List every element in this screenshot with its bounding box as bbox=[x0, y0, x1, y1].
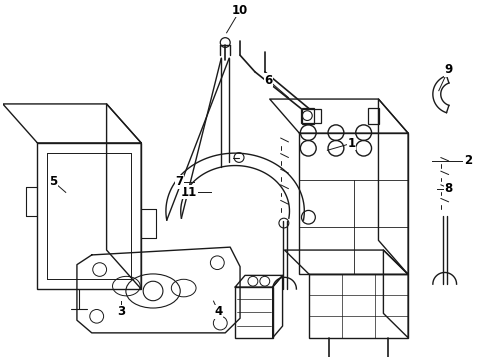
Bar bbox=[368, 108, 379, 124]
Bar bbox=[301, 109, 321, 123]
Text: 1: 1 bbox=[347, 137, 356, 150]
Text: 6: 6 bbox=[264, 74, 272, 87]
Text: 2: 2 bbox=[464, 154, 472, 167]
Text: 9: 9 bbox=[444, 63, 453, 76]
Bar bbox=[299, 133, 408, 274]
Bar bbox=[309, 274, 408, 338]
Text: 10: 10 bbox=[232, 4, 248, 17]
Bar bbox=[235, 287, 272, 338]
Text: 5: 5 bbox=[49, 175, 58, 188]
Bar bbox=[302, 108, 314, 124]
Bar bbox=[37, 143, 141, 289]
Text: 11: 11 bbox=[181, 186, 197, 199]
Text: 3: 3 bbox=[118, 305, 125, 318]
Text: 7: 7 bbox=[175, 175, 184, 188]
Text: 8: 8 bbox=[444, 183, 453, 195]
Text: 4: 4 bbox=[214, 305, 222, 318]
